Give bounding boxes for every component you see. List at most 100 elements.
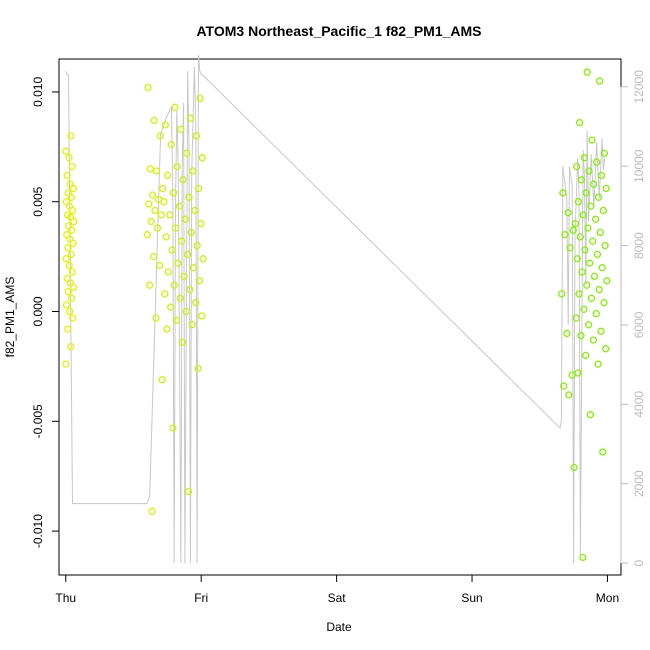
data-point [578, 268, 586, 276]
secondary-y-tick-label: 6000 [632, 311, 646, 338]
data-point [171, 103, 179, 111]
data-point [594, 193, 603, 201]
data-point [563, 329, 571, 338]
data-point [592, 310, 600, 318]
data-point [152, 167, 161, 175]
data-point [603, 277, 611, 285]
data-point [580, 154, 588, 162]
y-tick-label: -0.005 [31, 404, 45, 438]
data-point [590, 272, 599, 281]
data-point [144, 83, 152, 92]
data-point [566, 244, 574, 252]
data-point [585, 167, 593, 175]
data-point [152, 314, 160, 322]
data-point [575, 290, 583, 298]
data-point [600, 299, 608, 307]
data-point [589, 336, 598, 344]
data-point [167, 140, 175, 149]
data-point [575, 119, 584, 127]
data-point [194, 364, 202, 373]
x-tick-label: Sun [461, 591, 482, 605]
data-point [151, 206, 159, 215]
secondary-y-tick-label: 0 [632, 559, 646, 566]
data-point [167, 303, 175, 311]
data-point [146, 281, 154, 289]
data-point [573, 255, 581, 263]
data-point [586, 259, 594, 267]
data-point [65, 307, 74, 316]
data-point [64, 244, 72, 252]
secondary-line [65, 54, 606, 564]
data-point [63, 171, 71, 180]
data-point [178, 237, 186, 245]
data-point [574, 198, 583, 206]
data-point [558, 290, 566, 298]
secondary-y-tick-label: 10000 [632, 149, 646, 183]
data-point [64, 325, 72, 333]
data-point [173, 162, 181, 171]
data-point [67, 342, 75, 351]
data-point [170, 281, 178, 289]
data-point [196, 94, 204, 103]
x-tick-label: Thu [55, 591, 76, 605]
data-point [176, 294, 184, 302]
data-point [581, 246, 589, 254]
data-point [600, 149, 609, 158]
data-point [183, 149, 191, 158]
y-tick-label: 0.005 [31, 186, 45, 216]
data-point [577, 176, 586, 184]
data-point [168, 246, 176, 254]
data-point [186, 285, 194, 294]
data-point [166, 211, 174, 219]
data-point [158, 375, 166, 384]
data-point [572, 162, 581, 171]
data-point [571, 220, 580, 228]
data-point [587, 294, 596, 302]
data-point [590, 180, 598, 188]
data-point [193, 241, 201, 250]
data-point [570, 463, 578, 472]
data-point [586, 411, 595, 419]
data-point [185, 193, 193, 201]
data-point [561, 231, 569, 239]
data-point [599, 206, 607, 215]
data-point [602, 184, 610, 193]
data-point [169, 424, 177, 432]
data-point [182, 307, 190, 316]
data-point [559, 189, 567, 197]
data-point [597, 327, 605, 335]
data-point [145, 200, 153, 208]
data-point [181, 215, 189, 223]
data-point [572, 314, 580, 322]
data-point [189, 167, 197, 175]
data-point [593, 250, 602, 259]
data-point [601, 241, 609, 250]
data-point [574, 369, 582, 377]
y-axis-label: f82_PM1_AMS [3, 277, 17, 358]
data-point [156, 132, 164, 140]
data-point [62, 301, 71, 309]
data-point [153, 224, 162, 232]
scatter-layer [62, 68, 611, 562]
secondary-y-tick-label: 12000 [632, 70, 646, 104]
data-point [62, 360, 70, 368]
data-point [66, 180, 74, 188]
x-tick-label: Mon [596, 591, 619, 605]
secondary-y-axis: 0 2000 4000 6000 8000 10000 12000 [620, 70, 646, 566]
x-tick-label: Fri [194, 591, 208, 605]
data-point [597, 171, 606, 180]
data-point [148, 507, 156, 515]
y-tick-label: 0.010 [31, 77, 45, 107]
data-point [67, 132, 75, 140]
data-point [63, 274, 71, 283]
data-point [63, 231, 71, 239]
data-point [580, 305, 588, 313]
data-point [560, 382, 568, 390]
data-point [595, 77, 604, 85]
data-point [67, 250, 75, 259]
data-point [582, 351, 590, 360]
data-point [156, 261, 164, 270]
data-point [579, 553, 587, 562]
data-point [579, 211, 587, 219]
